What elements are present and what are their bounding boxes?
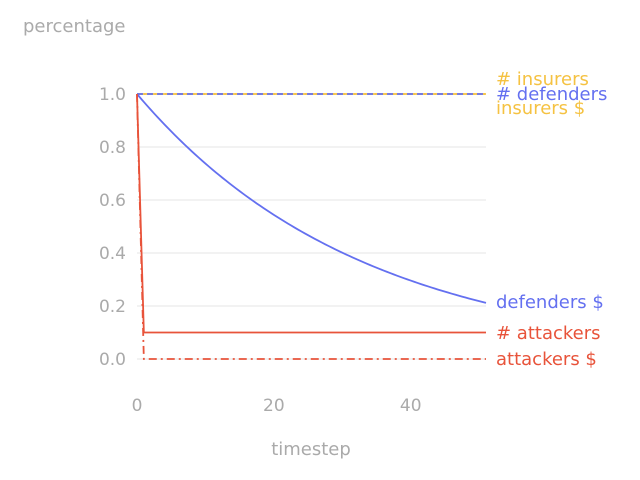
x-tick-label: 40 — [400, 396, 422, 416]
series-line-attackers — [136, 93, 486, 360]
series-line-defenders — [136, 93, 487, 304]
y-axis-title: percentage — [23, 16, 125, 37]
series-label: # defenders — [496, 84, 607, 105]
y-tick-label: 0.2 — [99, 297, 126, 317]
y-tick-label: 0.4 — [99, 244, 126, 264]
series-label: attackers $ — [496, 349, 597, 370]
x-tick-label: 20 — [263, 396, 285, 416]
x-axis-title: timestep — [271, 439, 351, 460]
series-label: insurers $ — [496, 98, 585, 119]
y-tick-label: 0.6 — [99, 191, 126, 211]
series-label: defenders $ — [496, 292, 604, 313]
y-tick-label: 1.0 — [99, 85, 126, 105]
y-axis-ticks: 0.0 0.2 0.4 0.6 0.8 1.0 — [99, 85, 126, 370]
x-tick-label: 0 — [132, 396, 143, 416]
series-line-attackers — [136, 93, 486, 334]
series-label: # attackers — [496, 323, 601, 344]
y-tick-label: 0.0 — [99, 350, 126, 370]
series-lines — [136, 93, 487, 360]
gridlines — [137, 93, 486, 360]
series-label: # insurers — [496, 69, 589, 90]
y-tick-label: 0.8 — [99, 138, 126, 158]
x-axis-ticks: 0 20 40 — [132, 396, 422, 416]
